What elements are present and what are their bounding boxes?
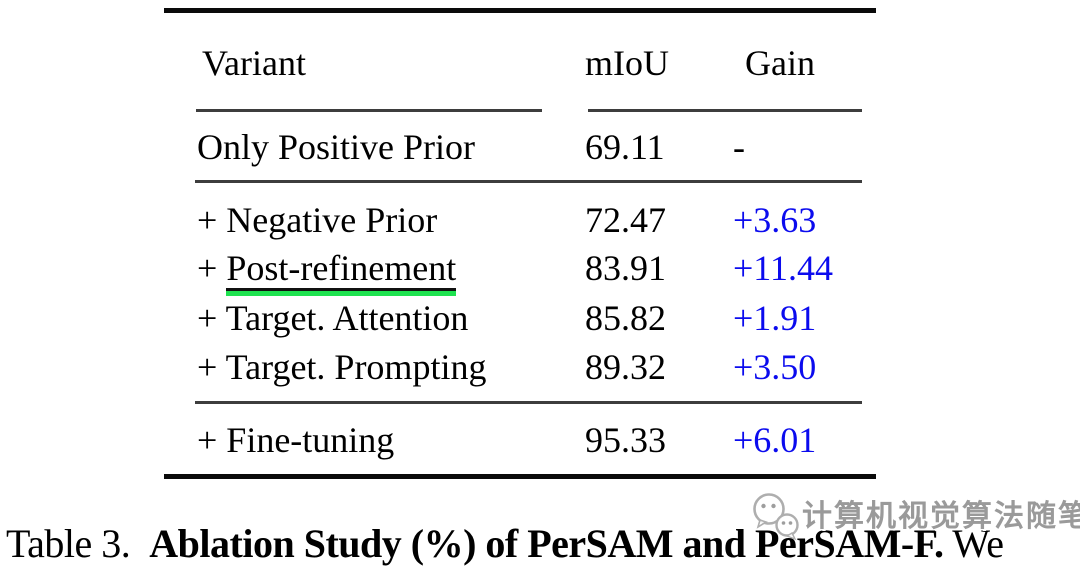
header-cmidrule-variant	[196, 109, 542, 112]
header-miou: mIoU	[585, 43, 669, 83]
row-miou: 83.91	[585, 248, 666, 288]
caption-trailing-text: We	[952, 521, 1004, 566]
row-variant: + Target. Prompting	[197, 347, 487, 387]
row-variant: + Target. Attention	[197, 298, 469, 338]
row-gain: +6.01	[733, 420, 817, 460]
header-variant: Variant	[202, 43, 306, 83]
caption-title: Ablation Study (%) of PerSAM and PerSAM-…	[149, 521, 944, 566]
row-gain: -	[733, 127, 745, 167]
row-gain: +3.50	[733, 347, 817, 387]
table-row: Only Positive Prior 69.11 -	[0, 125, 1080, 169]
row-gain: +1.91	[733, 298, 817, 338]
table-bottom-rule	[164, 474, 876, 479]
post-refinement-link[interactable]: Post-refinement	[226, 246, 457, 296]
row-variant-prefix: +	[197, 248, 227, 288]
row-miou: 72.47	[585, 200, 666, 240]
table-row: + Target. Attention 85.82 +1.91	[0, 296, 1080, 340]
table-row: + Fine-tuning 95.33 +6.01	[0, 418, 1080, 462]
table-row: + Negative Prior 72.47 +3.63	[0, 198, 1080, 242]
table-caption: Table 3. Ablation Study (%) of PerSAM an…	[6, 521, 1004, 567]
row-gain: +11.44	[733, 248, 833, 288]
row-variant: + Fine-tuning	[197, 420, 395, 460]
row-variant: + Negative Prior	[197, 200, 438, 240]
table-row: + Post-refinement 83.91 +11.44	[0, 246, 1080, 296]
row-miou: 95.33	[585, 420, 666, 460]
row-miou: 69.11	[585, 127, 665, 167]
caption-label: Table 3.	[6, 521, 131, 566]
header-gain: Gain	[745, 43, 815, 83]
table-row: + Target. Prompting 89.32 +3.50	[0, 345, 1080, 389]
row-gain: +3.63	[733, 200, 817, 240]
table-header-row: Variant mIoU Gain	[0, 41, 1080, 85]
table-midrule-1	[195, 180, 862, 183]
row-miou: 89.32	[585, 347, 666, 387]
header-cmidrule-metrics	[588, 109, 862, 112]
table-midrule-2	[195, 401, 862, 404]
table-top-rule	[164, 8, 876, 13]
row-variant: Only Positive Prior	[197, 127, 476, 167]
row-miou: 85.82	[585, 298, 666, 338]
row-variant: + Post-refinement	[197, 246, 457, 296]
